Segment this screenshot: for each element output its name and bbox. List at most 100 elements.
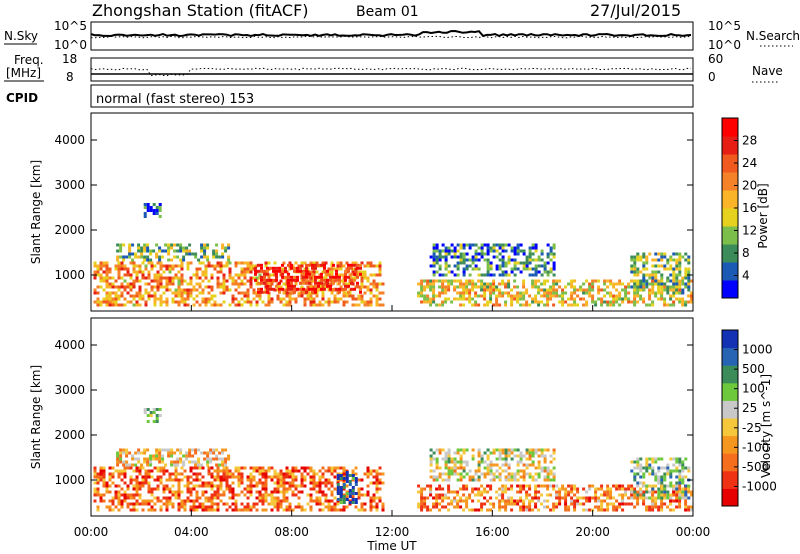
- echo-cell: [453, 252, 457, 256]
- echo-cell: [552, 457, 556, 461]
- echo-cell: [197, 460, 201, 464]
- echo-cell: [690, 300, 694, 304]
- echo-cell: [585, 496, 589, 500]
- echo-cell: [138, 270, 142, 274]
- echo-cell: [510, 472, 514, 476]
- echo-cell: [429, 300, 433, 304]
- echo-cell: [600, 487, 604, 491]
- echo-cell: [261, 496, 265, 500]
- echo-cell: [282, 261, 286, 265]
- echo-cell: [351, 270, 355, 274]
- echo-cell: [165, 487, 169, 491]
- echo-cell: [201, 273, 205, 277]
- colorbar-swatch: [722, 208, 738, 227]
- echo-cell: [546, 252, 550, 256]
- echo-cell: [480, 252, 484, 256]
- echo-cell: [534, 270, 538, 274]
- echo-cell: [168, 472, 172, 476]
- echo-cell: [534, 487, 538, 491]
- echo-cell: [543, 261, 547, 265]
- echo-cell: [516, 297, 520, 301]
- echo-cell: [99, 466, 103, 470]
- echo-cell: [564, 490, 568, 494]
- echo-cell: [249, 487, 253, 491]
- echo-cell: [648, 484, 652, 488]
- echo-cell: [308, 281, 311, 285]
- echo-cell: [207, 472, 211, 476]
- echo-cell: [681, 487, 685, 491]
- echo-cell: [168, 267, 172, 271]
- echo-cell: [158, 249, 162, 253]
- colorbar-swatch: [722, 118, 738, 137]
- echo-cell: [117, 261, 121, 265]
- echo-cell: [305, 263, 308, 267]
- echo-cell: [642, 300, 646, 304]
- echo-cell: [159, 466, 163, 470]
- echo-cell: [474, 493, 478, 497]
- echo-cell: [191, 454, 195, 458]
- echo-cell: [531, 508, 535, 512]
- echo-cell: [672, 279, 676, 283]
- echo-cell: [480, 457, 484, 461]
- echo-cell: [477, 258, 481, 262]
- echo-cell: [93, 475, 97, 479]
- echo-cell: [135, 469, 139, 473]
- echo-cell: [507, 454, 511, 458]
- echo-cell: [330, 466, 334, 470]
- echo-cell: [564, 502, 568, 506]
- echo-cell: [191, 252, 195, 256]
- echo-cell: [633, 478, 637, 482]
- echo-cell: [447, 279, 451, 283]
- echo-cell: [194, 463, 198, 467]
- echo-cell: [663, 300, 667, 304]
- echo-cell: [143, 249, 147, 253]
- echo-cell: [327, 487, 331, 491]
- echo-cell: [606, 505, 610, 509]
- echo-cell: [597, 487, 601, 491]
- colorbar-swatch: [722, 190, 738, 209]
- echo-cell: [357, 487, 361, 491]
- echo-cell: [606, 487, 610, 491]
- echo-cell: [279, 285, 283, 289]
- echo-cell: [201, 261, 205, 265]
- echo-cell: [255, 469, 259, 473]
- echo-cell: [165, 303, 169, 307]
- echo-cell: [153, 508, 157, 512]
- echo-cell: [456, 499, 460, 503]
- echo-cell: [429, 454, 433, 458]
- echo-cell: [468, 493, 472, 497]
- echo-cell: [231, 472, 235, 476]
- echo-cell: [444, 300, 448, 304]
- echo-cell: [332, 263, 335, 267]
- echo-cell: [636, 463, 640, 467]
- echo-cell: [591, 297, 595, 301]
- echo-cell: [537, 490, 541, 494]
- echo-cell: [501, 448, 505, 452]
- echo-cell: [356, 281, 359, 285]
- echo-cell: [210, 499, 214, 503]
- echo-cell: [552, 273, 556, 277]
- echo-cell: [119, 451, 123, 455]
- echo-cell: [447, 264, 451, 268]
- echo-cell: [294, 469, 298, 473]
- echo-cell: [276, 475, 280, 479]
- echo-cell: [474, 249, 478, 253]
- echo-cell: [540, 249, 544, 253]
- echo-cell: [657, 270, 661, 274]
- echo-cell: [120, 264, 124, 268]
- echo-cell: [348, 492, 352, 495]
- echo-cell: [543, 291, 547, 295]
- echo-cell: [165, 499, 169, 503]
- echo-cell: [375, 478, 379, 482]
- echo-cell: [171, 484, 175, 488]
- echo-cell: [558, 502, 562, 506]
- echo-cell: [243, 267, 247, 271]
- freq-tick-bottom: 8: [66, 70, 74, 84]
- echo-cell: [672, 490, 676, 494]
- echo-cell: [471, 478, 475, 482]
- echo-cell: [138, 469, 142, 473]
- echo-cell: [162, 466, 166, 470]
- echo-cell: [540, 300, 544, 304]
- echo-cell: [156, 297, 160, 301]
- echo-cell: [666, 276, 670, 280]
